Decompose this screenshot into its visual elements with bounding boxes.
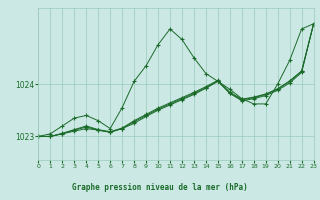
Text: Graphe pression niveau de la mer (hPa): Graphe pression niveau de la mer (hPa): [72, 183, 248, 192]
